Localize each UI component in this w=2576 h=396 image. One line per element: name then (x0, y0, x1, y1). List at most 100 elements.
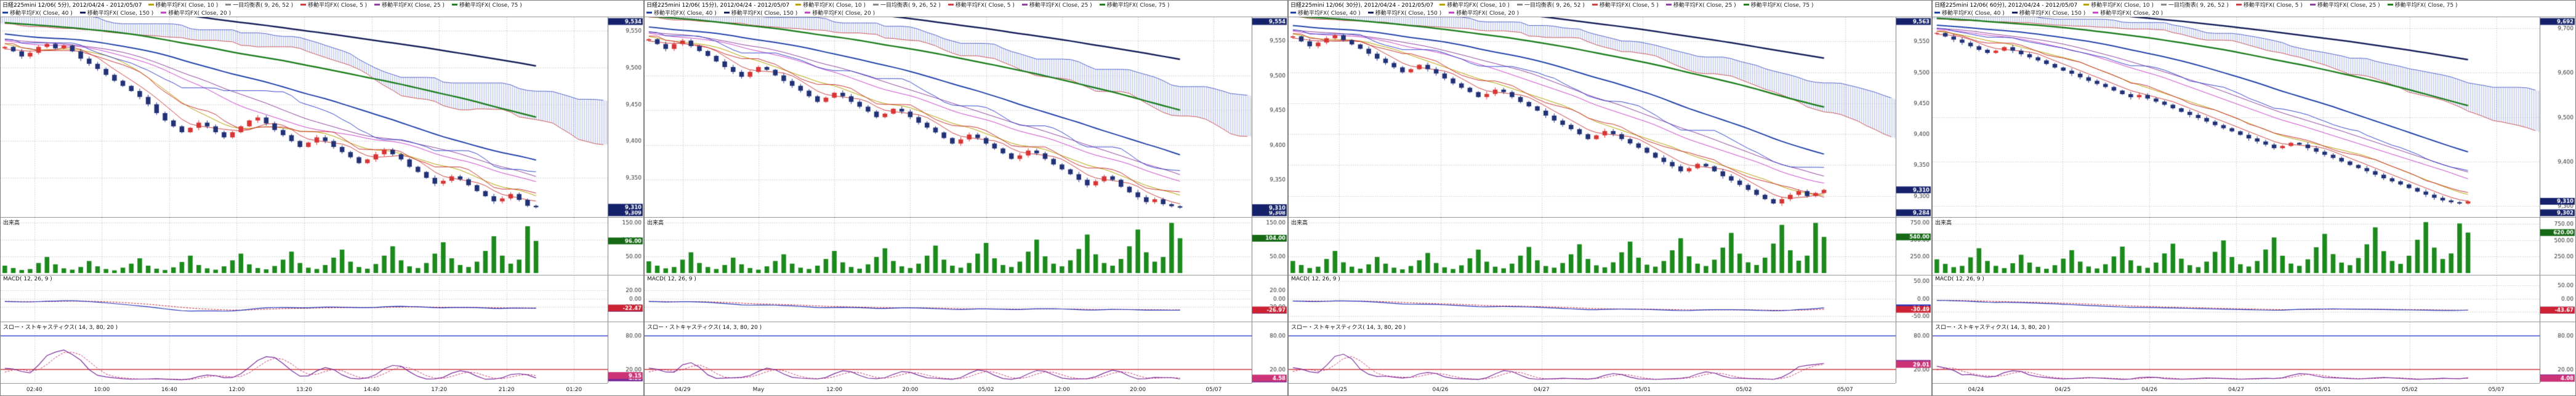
legend-label: 移動平均FX( Close, 150 ) (731, 10, 798, 17)
chart-panel-1: 日経225mini 12/06( 5分), 2012/04/24 - 2012/… (0, 0, 644, 396)
legend-item: 移動平均FX( Close, 10 ) (1439, 1, 1510, 9)
legend-item: 移動平均FX( Close, 5 ) (1592, 1, 1659, 9)
vol-section: 出来高 (645, 217, 1287, 275)
legend-label: 移動平均FX( Close, 10 ) (1447, 2, 1510, 9)
legend-color-chip (225, 4, 231, 6)
time-label: 12:00 (826, 386, 843, 393)
legend-color-chip (795, 4, 802, 6)
stoch-chart[interactable] (1, 322, 643, 383)
stoch-chart[interactable] (1289, 322, 1931, 383)
time-label: 12:00 (228, 386, 245, 393)
time-label: 10:00 (94, 386, 110, 393)
macd-section: MACD( 12, 26, 9 ) (1, 275, 643, 322)
header-line-2: 移動平均FX( Close, 40 ) 移動平均FX( Close, 150 ) 移… (646, 9, 1287, 17)
stoch-section: スロー・ストキャスティクス( 14, 3, 80, 20 ) (1933, 322, 2575, 383)
legend-item: 移動平均FX( Close, 25 ) (374, 1, 445, 9)
legend-item: 移動平均FX( Close, 150 ) (79, 9, 154, 17)
header-line-2: 移動平均FX( Close, 40 ) 移動平均FX( Close, 150 ) 移… (2, 9, 643, 17)
legend-label: 移動平均FX( Close, 5 ) (955, 2, 1015, 9)
price-section (1, 17, 643, 217)
stoch-chart[interactable] (1933, 322, 2575, 383)
header-line-2: 移動平均FX( Close, 40 ) 移動平均FX( Close, 150 ) 移… (1934, 9, 2575, 17)
legend-label: 移動平均FX( Close, 5 ) (1599, 2, 1659, 9)
time-axis: 02:40 10:00 16:40 12:00 13:20 14:40 17:20 21:20… (1, 383, 608, 395)
legend-label: 移動平均FX( Close, 20 ) (168, 10, 231, 17)
stoch-section: スロー・ストキャスティクス( 14, 3, 80, 20 ) (1289, 322, 1931, 383)
vol-chart[interactable] (645, 218, 1287, 275)
legend-item: 移動平均FX( Close, 150 ) (2011, 9, 2086, 17)
header-line-1: 日経225mini 12/06( 30分), 2012/04/24 - 2012… (1290, 1, 1931, 9)
price-chart[interactable] (1289, 17, 1931, 217)
legend-label: 移動平均FX( Close, 40 ) (1298, 10, 1361, 17)
time-label: 16:40 (161, 386, 177, 393)
legend-item: 移動平均FX( Close, 75 ) (1099, 1, 1169, 9)
time-label: 04/26 (2141, 386, 2158, 393)
vol-chart[interactable] (1, 218, 643, 275)
legend-item: 一目均衡表( 9, 26, 52 ) (1517, 1, 1585, 9)
time-label: 12:00 (1053, 386, 1070, 393)
legend-item: 移動平均FX( Close, 20 ) (805, 9, 875, 17)
vol-chart[interactable] (1933, 218, 2575, 275)
header-line-2: 移動平均FX( Close, 40 ) 移動平均FX( Close, 150 ) 移… (1290, 9, 1931, 17)
time-label: 04/25 (2055, 386, 2071, 393)
legend-label: 一目均衡表( 9, 26, 52 ) (1524, 2, 1585, 9)
price-chart[interactable] (645, 17, 1287, 217)
header-line-1: 日経225mini 12/06( 15分), 2012/04/24 - 2012… (646, 1, 1287, 9)
stoch-chart[interactable] (645, 322, 1287, 383)
legend-label: 移動平均FX( Close, 75 ) (459, 2, 522, 9)
legend-item: 一目均衡表( 9, 26, 52 ) (225, 1, 293, 9)
legend-item: 移動平均FX( Close, 75 ) (2387, 1, 2458, 9)
legend-color-chip (1517, 4, 1523, 6)
legend-label: 移動平均FX( Close, 20 ) (812, 10, 875, 17)
legend-color-chip (2011, 12, 2018, 14)
vol-chart[interactable] (1289, 218, 1931, 275)
legend-color-chip (1592, 4, 1598, 6)
legend-label: 移動平均FX( Close, 40 ) (1942, 10, 2005, 17)
legend-label: 移動平均FX( Close, 10 ) (2091, 2, 2154, 9)
legend-item: 一目均衡表( 9, 26, 52 ) (873, 1, 941, 9)
legend-color-chip (79, 12, 86, 14)
legend-color-chip (1021, 4, 1028, 6)
price-section (1933, 17, 2575, 217)
legend-item: 移動平均FX( Close, 40 ) (646, 9, 717, 17)
legend-color-chip (723, 12, 730, 14)
time-label: 05/02 (978, 386, 994, 393)
legend-label: 移動平均FX( Close, 10 ) (155, 2, 219, 9)
macd-chart[interactable] (645, 275, 1287, 322)
time-label: 13:20 (296, 386, 312, 393)
legend-item: 移動平均FX( Close, 5 ) (948, 1, 1015, 9)
vol-section: 出来高 (1, 217, 643, 275)
vol-section: 出来高 (1289, 217, 1931, 275)
price-chart[interactable] (1, 17, 643, 217)
legend-color-chip (1743, 4, 1749, 6)
time-label: 20:00 (902, 386, 919, 393)
price-section (645, 17, 1287, 217)
legend-item: 移動平均FX( Close, 20 ) (161, 9, 231, 17)
legend-label: 移動平均FX( Close, 150 ) (2019, 10, 2086, 17)
legend-color-chip (2236, 4, 2242, 6)
legend-label: 移動平均FX( Close, 75 ) (1750, 2, 1814, 9)
time-label: 05/01 (1635, 386, 1651, 393)
time-label: 04/27 (1533, 386, 1550, 393)
time-label: 05/07 (1205, 386, 1222, 393)
legend-color-chip (1934, 12, 1940, 14)
time-label: 04/24 (1968, 386, 1984, 393)
chart-panel-2: 日経225mini 12/06( 15分), 2012/04/24 - 2012… (644, 0, 1288, 396)
macd-chart[interactable] (1, 275, 643, 322)
macd-chart[interactable] (1289, 275, 1931, 322)
time-axis: 04/29 May 12:00 20:00 05/02 12:00 20:00 05/07 (645, 383, 1252, 395)
legend-item: 移動平均FX( Close, 40 ) (1934, 9, 2005, 17)
time-label: 05/01 (2314, 386, 2331, 393)
legend-label: 移動平均FX( Close, 75 ) (2394, 2, 2458, 9)
legend-item: 移動平均FX( Close, 5 ) (2236, 1, 2303, 9)
price-chart[interactable] (1933, 17, 2575, 217)
legend-label: 移動平均FX( Close, 150 ) (87, 10, 154, 17)
time-label: 04/26 (1432, 386, 1449, 393)
macd-chart[interactable] (1933, 275, 2575, 322)
legend-item: 移動平均FX( Close, 150 ) (723, 9, 798, 17)
panel-header: 日経225mini 12/06( 30分), 2012/04/24 - 2012… (1289, 1, 1931, 17)
time-label: May (752, 386, 765, 393)
time-label: 21:20 (498, 386, 515, 393)
chart-title: 日経225mini 12/06( 15分), 2012/04/24 - 2012… (646, 2, 790, 9)
